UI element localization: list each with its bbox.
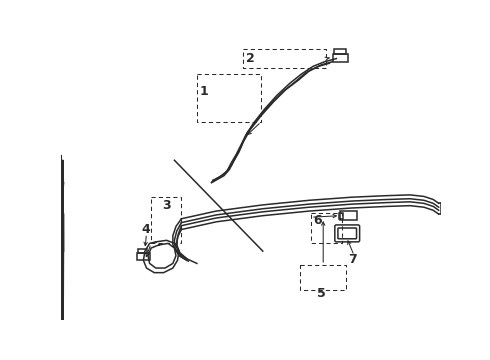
Bar [137,253,149,260]
Bar [340,211,357,220]
Bar [138,249,147,253]
Text: 7: 7 [348,253,357,266]
Text: 2: 2 [245,53,254,66]
Text: 5: 5 [317,287,326,300]
Text: 1: 1 [199,85,208,98]
Bar [334,49,346,54]
Bar [333,54,348,62]
Text: 3: 3 [162,199,171,212]
Text: 4: 4 [142,222,150,235]
Bar [339,213,343,219]
Text: 6: 6 [313,214,322,227]
